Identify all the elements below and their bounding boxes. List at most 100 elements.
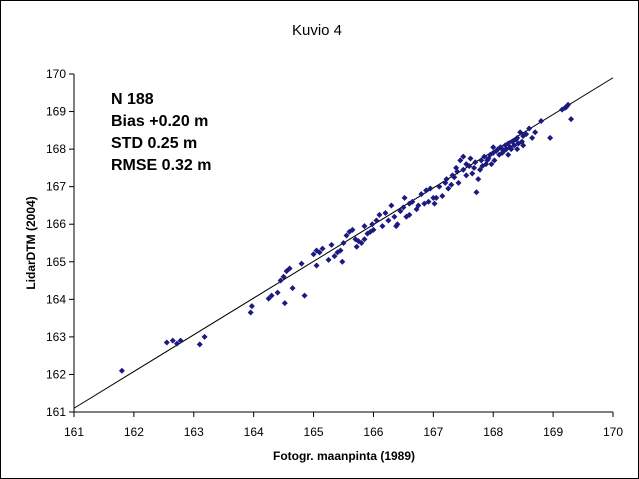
x-tick-label: 168 [483,425,503,439]
x-tick-label: 164 [244,425,264,439]
data-point [349,226,356,233]
data-point [379,223,386,230]
data-point [460,166,467,173]
data-point [361,223,368,230]
stat-bias: Bias +0.20 m [111,113,208,130]
data-point [394,221,401,228]
data-point [423,187,430,194]
data-point [277,277,284,284]
data-point [473,189,480,196]
x-tick-label: 162 [124,425,144,439]
data-point [547,134,554,141]
y-tick-label: 165 [46,255,66,269]
data-point [415,202,422,209]
data-point [466,163,473,170]
data-point [397,208,404,215]
data-point [436,183,443,190]
data-point [118,367,125,374]
data-point [514,146,521,153]
y-tick-label: 167 [46,180,66,194]
data-point [286,265,293,272]
data-point [529,134,536,141]
x-tick-label: 165 [304,425,324,439]
data-point [448,181,455,188]
x-axis-title: Fotogr. maanpinta (1989) [273,449,415,463]
data-point [353,243,360,250]
y-tick-label: 168 [46,142,66,156]
data-point [313,262,320,269]
data-point [514,134,521,141]
data-point [460,153,467,160]
data-point [289,285,296,292]
data-point [471,164,478,171]
data-point [523,131,530,138]
data-point [427,185,434,192]
data-point [310,251,317,258]
data-point [565,101,572,108]
data-point [369,221,376,228]
data-point [406,211,413,218]
data-point [475,176,482,183]
x-tick-label: 161 [64,425,84,439]
data-point [376,211,383,218]
data-point [400,204,407,211]
y-axis-title: LidarDTM (2004) [24,196,38,289]
statistics-annotation: N 188 Bias +0.20 m STD 0.25 m RMSE 0.32 … [111,91,211,174]
data-point [328,241,335,248]
data-point [358,240,365,246]
data-point [463,172,470,179]
data-point [280,273,287,280]
data-point [401,194,408,201]
data-point [268,292,275,299]
x-tick-label: 169 [543,425,563,439]
data-point [433,194,440,201]
data-point [443,176,450,183]
data-point [481,153,488,160]
data-point [478,157,485,164]
data-point [454,168,461,175]
x-tick-label: 167 [423,425,443,439]
data-point [319,245,326,252]
data-point [421,200,428,207]
data-point [511,142,518,149]
y-tick-label: 169 [46,105,66,119]
data-point [169,337,176,344]
data-point [247,309,254,316]
x-tick-label: 170 [603,425,623,439]
data-point [325,256,332,263]
chart-title: Kuvio 4 [292,22,342,39]
y-tick-label: 170 [46,67,66,81]
x-tick-label: 166 [363,425,383,439]
data-point [337,247,344,254]
data-point [339,258,346,265]
data-point [505,151,512,158]
data-point [391,213,398,220]
y-tick-label: 166 [46,217,66,231]
data-point [298,260,305,267]
data-point [163,339,170,346]
axes: 161 162 163 164 165 166 167 168 169 170 161 162 163 1… [46,67,623,439]
data-point [281,300,288,307]
x-tick-label: 163 [184,425,204,439]
data-point [445,185,452,192]
data-point [361,236,368,243]
data-point [477,166,484,173]
data-point [418,191,425,198]
data-point [174,340,181,347]
stat-rmse: RMSE 0.32 m [111,157,211,174]
data-point [343,232,350,239]
data-point [388,202,395,209]
y-tick-label: 161 [46,405,66,419]
data-point [491,157,498,164]
data-point [451,174,458,181]
data-point [301,292,308,299]
stat-std: STD 0.25 m [111,135,197,152]
stat-n: N 188 [111,91,154,108]
data-point [490,144,497,151]
data-point [274,289,281,296]
data-point [409,198,416,205]
y-tick-label: 163 [46,330,66,344]
data-point [472,159,479,166]
data-point [532,129,539,136]
